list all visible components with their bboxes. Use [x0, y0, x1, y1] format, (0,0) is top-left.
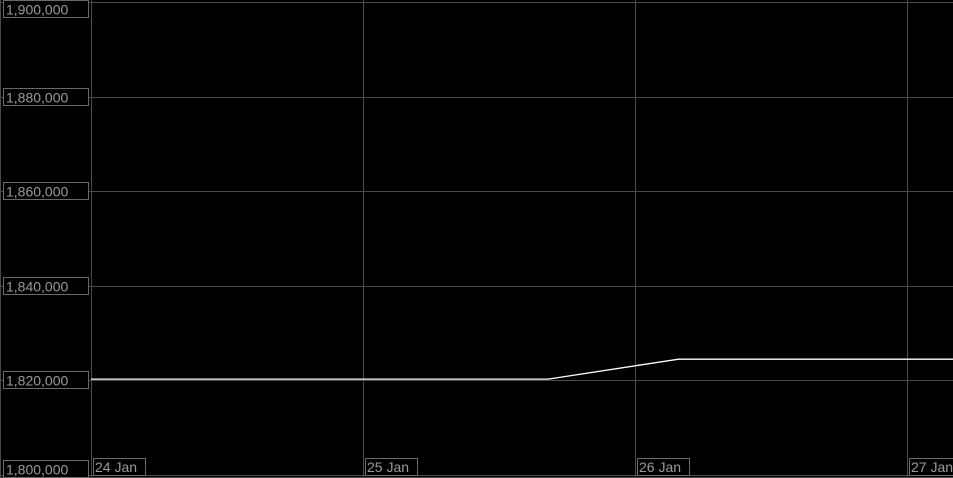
x-tick-label: 24 Jan	[95, 459, 137, 475]
x-tick-label-box	[909, 458, 953, 476]
y-tick-label: 1,900,000	[6, 2, 68, 18]
y-tick-label: 1,860,000	[6, 184, 68, 200]
x-tick-label-box	[637, 458, 690, 476]
y-tick-label: 1,820,000	[6, 373, 68, 389]
y-tick-label-box	[3, 88, 89, 106]
y-tick-label: 1,880,000	[6, 90, 68, 106]
y-tick-label-box	[3, 277, 89, 295]
y-tick-label-box	[3, 371, 89, 389]
y-tick-label-box	[3, 0, 89, 18]
x-tick-label-box	[365, 458, 418, 476]
x-tick-label: 25 Jan	[367, 459, 409, 475]
x-tick-label: 26 Jan	[639, 459, 681, 475]
y-tick-label: 1,840,000	[6, 279, 68, 295]
y-tick-label: 1,800,000	[6, 462, 68, 478]
series-line	[91, 358, 953, 380]
x-tick-label-box	[93, 458, 146, 476]
x-tick-label: 27 Jan	[911, 459, 953, 475]
y-tick-label-box	[3, 182, 89, 200]
